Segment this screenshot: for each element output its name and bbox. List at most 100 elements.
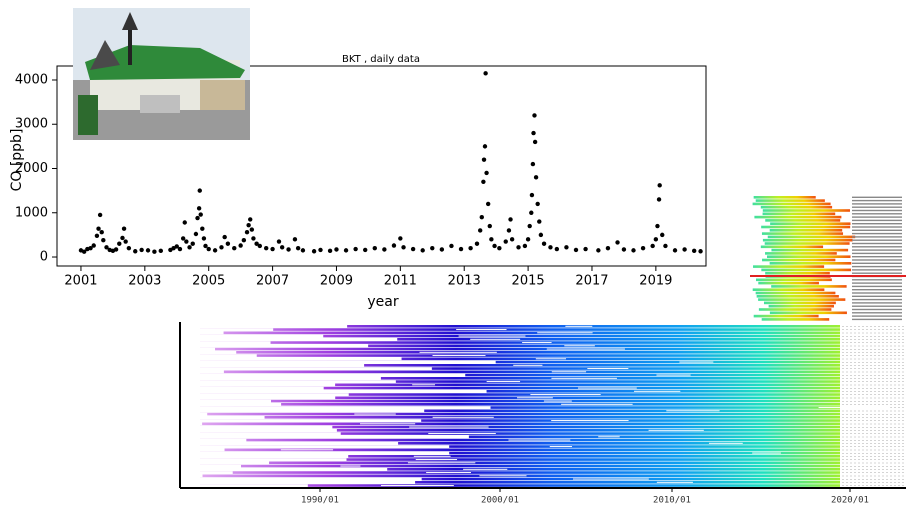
row-mask (180, 432, 341, 435)
row-gap (414, 456, 451, 457)
small-row (762, 318, 830, 321)
point (564, 245, 568, 249)
row-mask (180, 371, 224, 374)
station-row (200, 403, 840, 406)
row-gap (565, 326, 592, 327)
point (96, 226, 100, 230)
row-gap (456, 329, 506, 330)
row-mask (180, 436, 469, 439)
y-tick-label: 1000 (15, 205, 48, 220)
point (574, 248, 578, 252)
point (655, 224, 659, 228)
small-row (758, 282, 819, 285)
row-gap (479, 475, 526, 476)
small-row (770, 229, 842, 232)
row-gap (649, 430, 704, 431)
point (123, 239, 127, 243)
small-label (852, 273, 902, 274)
row-mask (180, 361, 496, 364)
point (191, 242, 195, 246)
point (484, 171, 488, 175)
row-gap (552, 371, 586, 372)
row-mask (180, 471, 233, 474)
point (219, 245, 223, 249)
x-tick-label: 2009 (320, 274, 353, 289)
station-row (200, 465, 840, 468)
row-mask (180, 374, 465, 377)
x-axis-label: year (367, 294, 398, 310)
point (650, 244, 654, 248)
small-label (852, 292, 902, 293)
point (657, 197, 661, 201)
station-row (200, 351, 840, 354)
point (478, 228, 482, 232)
point (483, 144, 487, 148)
point (508, 217, 512, 221)
small-row (765, 219, 840, 222)
point (146, 248, 150, 252)
station-row (200, 354, 840, 357)
point (197, 206, 201, 210)
small-label (852, 230, 902, 231)
small-row (765, 252, 837, 255)
small-row (765, 272, 830, 275)
row-mask (180, 478, 422, 481)
station-row (200, 471, 840, 474)
small-row (770, 262, 852, 265)
row-mask (180, 351, 236, 354)
point (202, 236, 206, 240)
row-mask (180, 367, 432, 370)
x-tick-label: 2015 (512, 274, 545, 289)
row-mask (180, 390, 487, 393)
row-gap (513, 365, 542, 366)
small-row (770, 222, 850, 225)
small-heatmap (750, 195, 906, 322)
y-tick-label: 4000 (15, 72, 48, 87)
point (615, 240, 619, 244)
point (606, 246, 610, 250)
point (516, 245, 520, 249)
timeline-tick-label: 1990/01 (301, 496, 339, 506)
row-mask (180, 400, 271, 403)
point (251, 236, 255, 240)
point (532, 113, 536, 117)
small-label (852, 309, 902, 310)
row-mask (180, 429, 337, 432)
point (114, 247, 118, 251)
row-mask (180, 354, 257, 357)
point (328, 249, 332, 253)
point (178, 247, 182, 251)
point (673, 248, 677, 252)
small-row (753, 288, 825, 291)
small-row (761, 206, 832, 209)
small-label (852, 240, 902, 241)
row-mask (180, 481, 415, 484)
point (529, 211, 533, 215)
point (555, 247, 559, 251)
station-row (200, 328, 840, 331)
small-row (754, 196, 816, 199)
small-row (759, 308, 832, 311)
small-label (852, 266, 902, 267)
x-tick-label: 2007 (256, 274, 289, 289)
point (401, 245, 405, 249)
small-row (762, 259, 835, 262)
row-gap (561, 404, 633, 405)
small-label (852, 289, 902, 290)
row-mask (180, 325, 347, 328)
point (293, 237, 297, 241)
point (483, 71, 487, 75)
row-gap (530, 394, 600, 395)
row-gap (578, 388, 637, 389)
point (280, 245, 284, 249)
point (213, 248, 217, 252)
point (459, 247, 463, 251)
y-tick-label: 2000 (15, 161, 48, 176)
row-mask (180, 458, 346, 461)
row-gap (426, 472, 471, 473)
small-row (754, 216, 841, 219)
point (184, 239, 188, 243)
row-gap (354, 414, 395, 415)
row-mask (180, 403, 281, 406)
point (286, 247, 290, 251)
